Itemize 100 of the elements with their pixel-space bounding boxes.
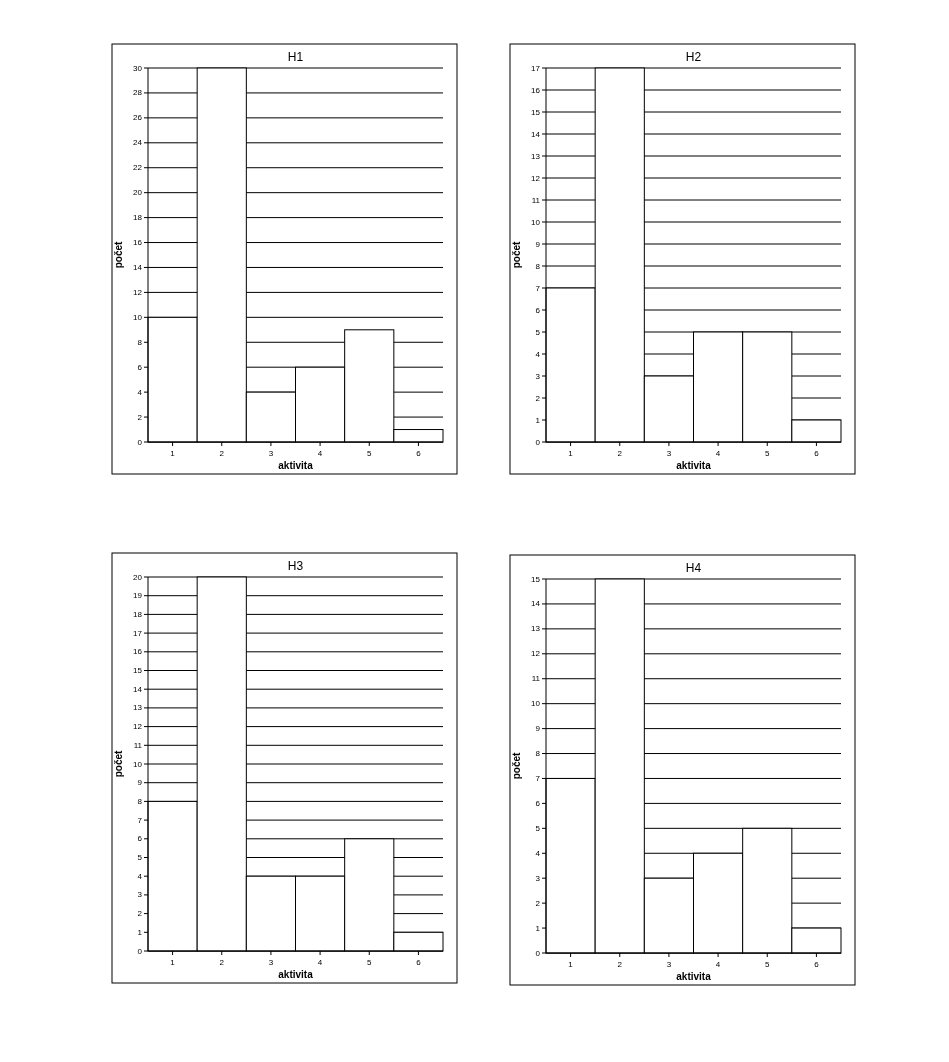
y-tick-label: 14: [531, 129, 541, 139]
x-tick-label: 6: [416, 958, 422, 967]
y-tick-label: 12: [133, 722, 143, 732]
y-tick-label: 2: [137, 909, 143, 919]
x-tick-label: 1: [568, 960, 574, 969]
y-tick-label: 10: [531, 217, 541, 227]
y-tick-label: 15: [133, 666, 143, 676]
x-tick-label: 4: [317, 449, 323, 458]
y-tick-label: 11: [531, 195, 541, 205]
y-tick-label: 0: [535, 948, 541, 958]
y-axis-title: počet: [113, 750, 124, 778]
y-tick-label: 18: [133, 213, 143, 223]
y-tick-label: 15: [531, 107, 541, 117]
x-tick-label: 6: [814, 449, 820, 458]
y-tick-label: 9: [535, 724, 541, 734]
y-tick-label: 16: [133, 238, 143, 248]
y-tick-label: 2: [137, 412, 143, 422]
y-tick-label: 0: [535, 437, 541, 447]
y-axis-title: počet: [113, 241, 124, 269]
chart-title: H3: [287, 559, 304, 573]
y-tick-label: 2: [535, 898, 541, 908]
x-tick-label: 5: [765, 449, 771, 458]
y-tick-label: 8: [535, 749, 541, 759]
y-tick-label: 11: [531, 674, 541, 684]
y-tick-label: 8: [137, 796, 143, 806]
chart-title: H2: [685, 50, 702, 64]
x-tick-label: 2: [617, 449, 623, 458]
y-tick-label: 6: [535, 798, 541, 808]
y-tick-label: 4: [535, 349, 541, 359]
y-tick-label: 1: [535, 923, 541, 933]
x-tick-label: 4: [715, 449, 721, 458]
chart-title: H4: [685, 561, 702, 575]
x-tick-label: 4: [317, 958, 323, 967]
y-tick-label: 17: [133, 628, 143, 638]
y-tick-label: 10: [133, 759, 143, 769]
y-tick-label: 20: [133, 188, 143, 198]
x-axis-title: aktivita: [676, 971, 712, 982]
y-tick-label: 6: [137, 362, 143, 372]
x-tick-label: 4: [715, 960, 721, 969]
y-axis-title: počet: [511, 241, 522, 269]
y-tick-label: 14: [133, 263, 143, 273]
x-tick-label: 1: [170, 958, 176, 967]
y-tick-label: 6: [137, 834, 143, 844]
x-tick-label: 3: [268, 958, 274, 967]
y-tick-label: 3: [535, 371, 541, 381]
y-tick-label: 8: [535, 261, 541, 271]
y-tick-label: 10: [133, 312, 143, 322]
x-tick-label: 3: [268, 449, 274, 458]
x-tick-label: 5: [367, 958, 373, 967]
y-tick-label: 2: [535, 393, 541, 403]
y-tick-label: 18: [133, 609, 143, 619]
y-tick-label: 24: [133, 138, 143, 148]
x-tick-label: 3: [666, 449, 672, 458]
y-tick-label: 22: [133, 163, 143, 173]
y-tick-label: 3: [535, 873, 541, 883]
x-tick-label: 6: [814, 960, 820, 969]
y-tick-label: 14: [531, 599, 541, 609]
x-tick-label: 2: [219, 958, 225, 967]
y-tick-label: 4: [535, 848, 541, 858]
x-tick-label: 5: [765, 960, 771, 969]
x-axis-title: aktivita: [676, 460, 712, 471]
y-tick-label: 12: [531, 173, 541, 183]
y-tick-label: 11: [133, 740, 143, 750]
y-tick-label: 7: [535, 283, 541, 293]
y-tick-label: 5: [137, 853, 143, 863]
y-tick-label: 4: [137, 387, 143, 397]
y-tick-label: 5: [535, 823, 541, 833]
y-tick-label: 26: [133, 113, 143, 123]
y-tick-label: 28: [133, 88, 143, 98]
y-tick-label: 30: [133, 63, 143, 73]
y-tick-label: 9: [137, 778, 143, 788]
y-tick-label: 16: [133, 647, 143, 657]
x-axis-title: aktivita: [278, 460, 314, 471]
y-tick-label: 0: [137, 946, 143, 956]
y-tick-label: 14: [133, 684, 143, 694]
y-tick-label: 9: [535, 239, 541, 249]
y-tick-label: 1: [535, 415, 541, 425]
y-tick-label: 15: [531, 574, 541, 584]
y-tick-label: 17: [531, 63, 541, 73]
y-tick-label: 10: [531, 699, 541, 709]
y-tick-label: 4: [137, 871, 143, 881]
y-tick-label: 8: [137, 337, 143, 347]
x-tick-label: 2: [219, 449, 225, 458]
y-tick-label: 7: [137, 815, 143, 825]
y-tick-label: 5: [535, 327, 541, 337]
y-tick-label: 0: [137, 437, 143, 447]
y-tick-label: 12: [531, 649, 541, 659]
chart-title: H1: [287, 50, 304, 64]
y-tick-label: 19: [133, 591, 143, 601]
x-tick-label: 1: [568, 449, 574, 458]
y-tick-label: 6: [535, 305, 541, 315]
x-axis-title: aktivita: [278, 969, 314, 980]
x-tick-label: 5: [367, 449, 373, 458]
y-tick-label: 1: [137, 927, 143, 937]
x-tick-label: 2: [617, 960, 623, 969]
y-tick-label: 7: [535, 774, 541, 784]
y-tick-label: 13: [531, 151, 541, 161]
y-tick-label: 13: [133, 703, 143, 713]
y-tick-label: 13: [531, 624, 541, 634]
y-tick-label: 16: [531, 85, 541, 95]
